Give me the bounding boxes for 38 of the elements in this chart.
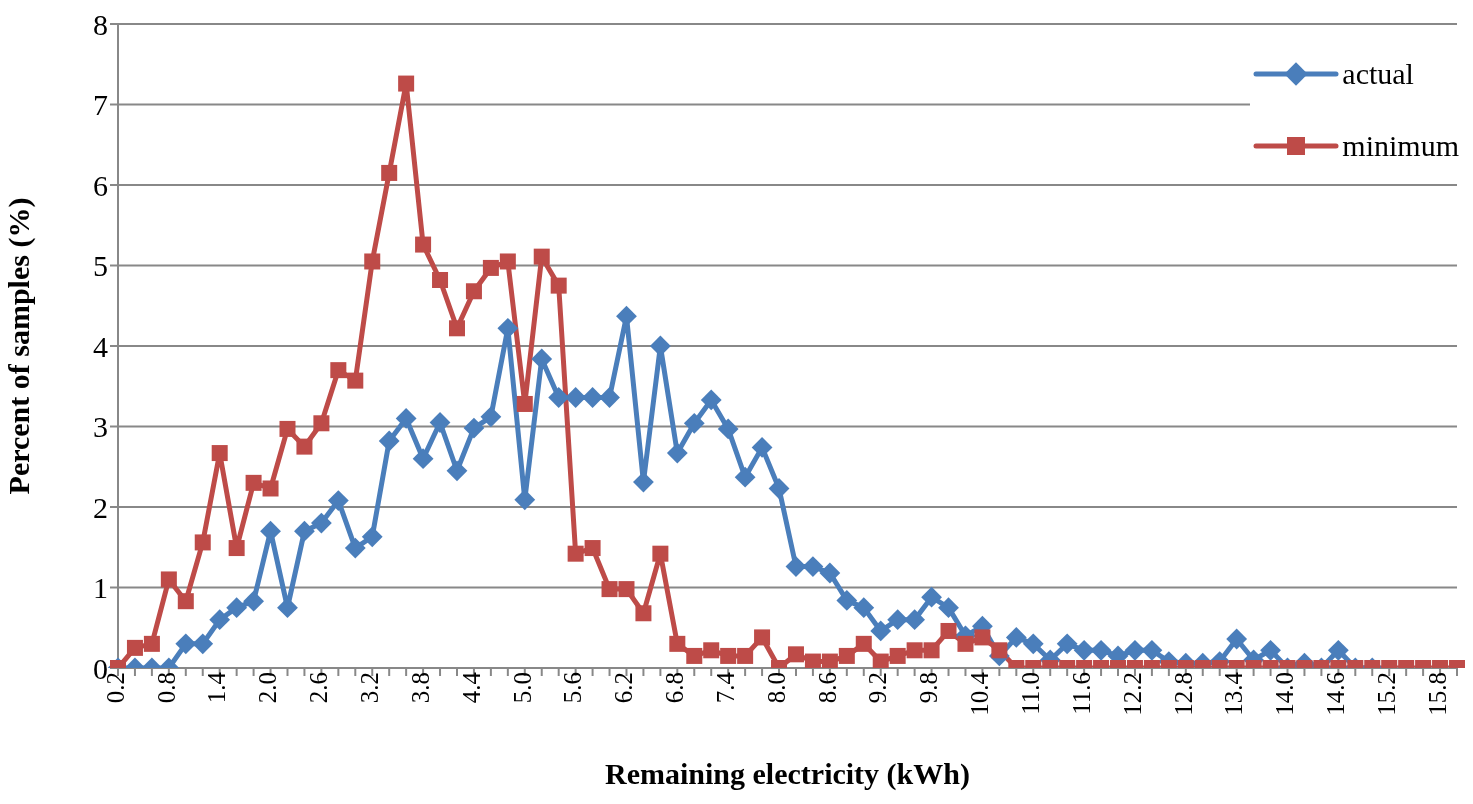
x-tick-label: 7.4 (711, 671, 739, 704)
x-tick-label: 5.6 (559, 672, 587, 704)
x-tick-label: 12.2 (1118, 672, 1146, 716)
x-tick-label: 8.6 (813, 672, 841, 704)
y-tick-label: 8 (93, 7, 108, 41)
y-tick-label: 1 (93, 571, 108, 605)
x-tick-label: 11.0 (1017, 672, 1045, 715)
x-tick-label: 14.6 (1322, 672, 1350, 716)
y-tick-label: 3 (93, 410, 108, 444)
y-tick-label: 6 (93, 168, 108, 202)
x-tick-label: 2.0 (254, 672, 282, 704)
x-tick-label: 15.2 (1372, 672, 1400, 716)
x-tick-label: 5.0 (508, 672, 536, 704)
x-tick-label: 4.4 (457, 671, 485, 704)
x-tick-label: 8.0 (762, 672, 790, 704)
x-tick-label: 3.2 (355, 672, 383, 704)
y-tick-label: 4 (93, 329, 108, 363)
x-tick-label: 15.8 (1423, 672, 1451, 716)
x-tick-label: 6.2 (610, 672, 638, 704)
legend-label: minimum (1342, 129, 1459, 163)
x-tick-label: 1.4 (203, 671, 231, 704)
x-tick-label: 10.4 (966, 671, 994, 716)
x-tick-label: 9.2 (864, 672, 892, 704)
y-tick-label: 7 (93, 88, 108, 122)
y-tick-label: 2 (93, 490, 108, 524)
x-tick-label: 2.6 (305, 672, 333, 704)
y-axis-title: Percent of samples (%) (1, 197, 36, 495)
x-tick-label: 9.8 (915, 672, 943, 704)
x-tick-label: 13.4 (1220, 671, 1248, 716)
y-tick-label: 5 (93, 249, 108, 283)
legend-label: actual (1342, 57, 1414, 91)
x-tick-label: 12.8 (1169, 672, 1197, 716)
x-tick-label: 11.6 (1067, 672, 1095, 715)
x-tick-label: 3.8 (406, 672, 434, 704)
x-axis-title: Remaining electricity (kWh) (605, 757, 970, 791)
x-tick-label: 6.8 (661, 672, 689, 704)
x-tick-label: 0.8 (152, 672, 180, 704)
x-tick-label: 14.0 (1271, 672, 1299, 716)
